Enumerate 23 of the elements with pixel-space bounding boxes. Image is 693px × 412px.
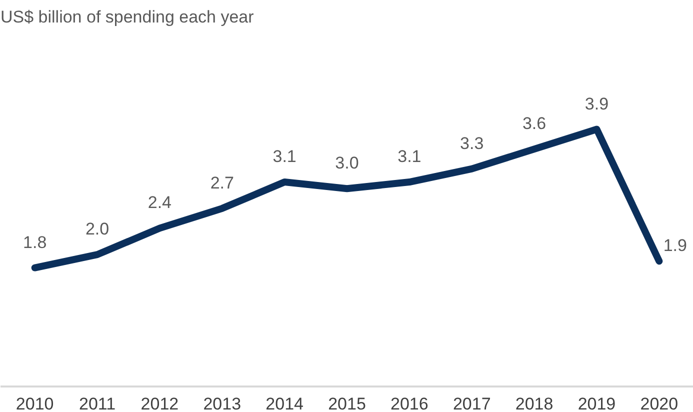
x-tick-label: 2011 (78, 394, 116, 412)
x-tick-label: 2019 (578, 394, 616, 412)
x-tick-label: 2013 (203, 394, 242, 412)
x-tick-label: 2012 (140, 394, 179, 412)
data-label: 3.1 (398, 147, 422, 166)
x-tick-label: 2017 (452, 394, 491, 412)
data-label: 3.0 (335, 154, 359, 173)
data-label: 3.6 (522, 114, 546, 134)
x-tick-label: 2020 (640, 394, 678, 412)
data-label: 1.8 (23, 232, 47, 252)
data-label: 2.0 (85, 220, 110, 239)
data-label: 3.9 (584, 94, 609, 114)
data-label: 3.1 (272, 147, 296, 166)
data-label: 2.7 (210, 173, 234, 192)
chart-title: US$ billion of spending each year (0, 8, 254, 26)
x-tick-label: 2016 (390, 394, 428, 412)
x-tick-label: 2014 (266, 394, 304, 412)
data-label: 2.4 (148, 193, 172, 212)
data-label: 3.3 (460, 134, 484, 153)
x-tick-label: 2015 (328, 394, 366, 412)
data-label: 1.9 (663, 236, 687, 256)
x-tick-label: 2018 (515, 394, 554, 412)
x-tick-label: 2010 (16, 394, 54, 412)
